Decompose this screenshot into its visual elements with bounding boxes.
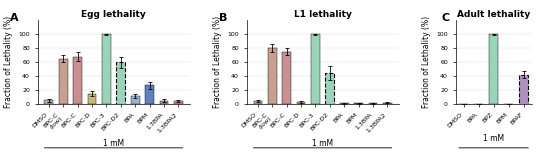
Bar	[311, 34, 320, 104]
X-axis label: 1 mM: 1 mM	[312, 139, 333, 148]
Text: B: B	[219, 13, 228, 24]
Title: Adult lethality: Adult lethality	[457, 10, 530, 19]
Bar	[268, 48, 277, 104]
Y-axis label: Fraction of Lethality (%): Fraction of Lethality (%)	[4, 16, 13, 108]
Bar	[340, 103, 349, 104]
Bar	[117, 62, 125, 104]
Bar	[73, 57, 82, 104]
Bar	[159, 101, 168, 104]
Title: Egg lethality: Egg lethality	[81, 10, 146, 19]
Bar	[354, 103, 363, 104]
Bar	[383, 103, 391, 104]
Bar	[519, 75, 528, 104]
Y-axis label: Fraction of Lethality (%): Fraction of Lethality (%)	[213, 16, 222, 108]
Y-axis label: Fraction of Lethality (%): Fraction of Lethality (%)	[422, 16, 431, 108]
Bar	[59, 59, 68, 104]
Title: L1 lethality: L1 lethality	[294, 10, 352, 19]
Bar	[297, 102, 306, 104]
X-axis label: 1 mM: 1 mM	[483, 134, 504, 143]
Bar	[325, 73, 334, 104]
Text: A: A	[10, 13, 19, 24]
Bar	[131, 96, 140, 104]
Bar	[369, 103, 378, 104]
Text: C: C	[442, 13, 450, 24]
Bar	[146, 85, 154, 104]
Bar	[253, 101, 262, 104]
Bar	[102, 34, 111, 104]
Bar	[174, 101, 183, 104]
Bar	[282, 52, 291, 104]
Bar	[489, 34, 498, 104]
X-axis label: 1 mM: 1 mM	[103, 139, 124, 148]
Bar	[88, 94, 96, 104]
Bar	[45, 100, 53, 104]
